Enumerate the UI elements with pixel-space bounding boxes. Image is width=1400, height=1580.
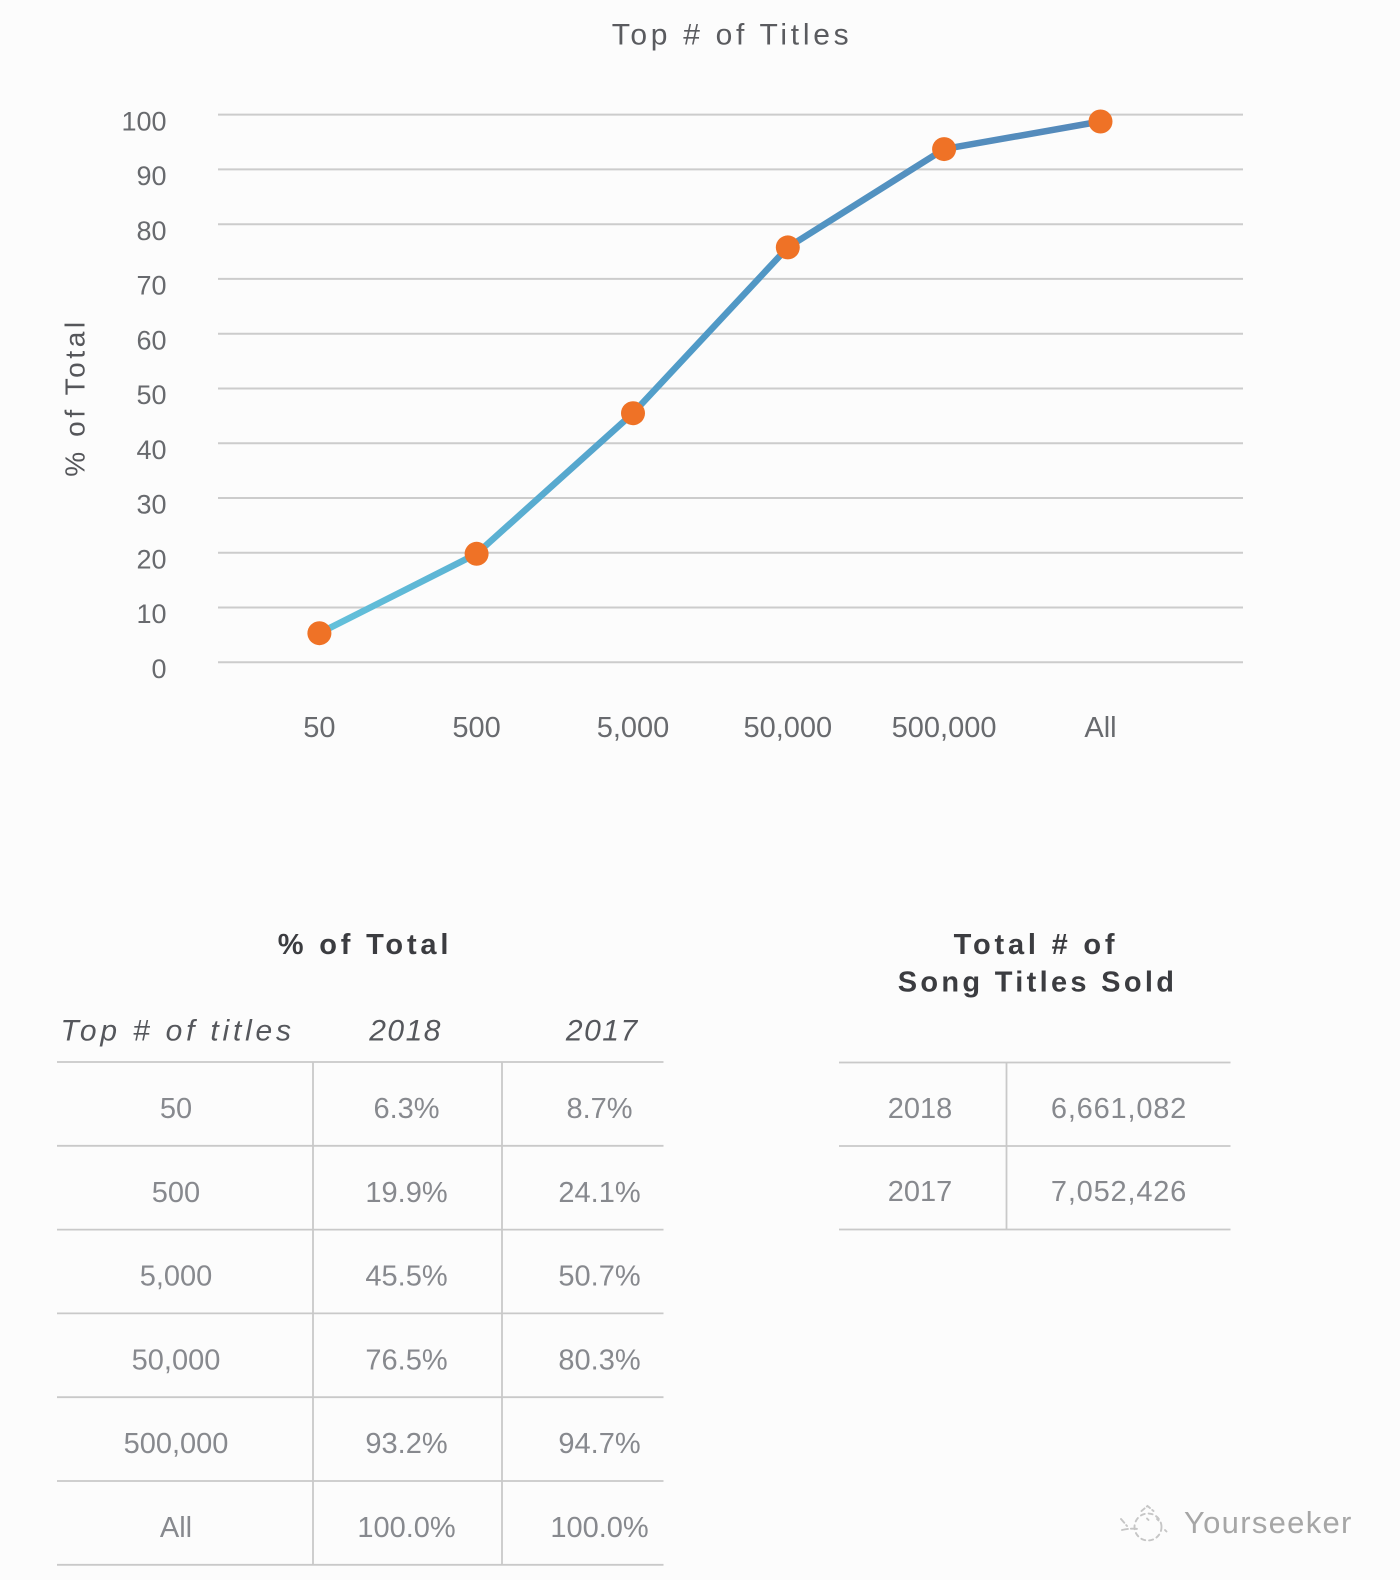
svg-text:80.3%: 80.3%: [558, 1344, 640, 1376]
svg-text:100.0%: 100.0%: [550, 1512, 648, 1544]
svg-text:19.9%: 19.9%: [365, 1177, 447, 1209]
svg-text:5,000: 5,000: [597, 712, 670, 744]
svg-text:7,052,426: 7,052,426: [1051, 1176, 1187, 1208]
svg-text:2017: 2017: [565, 1015, 639, 1048]
svg-text:6,661,082: 6,661,082: [1051, 1093, 1187, 1125]
svg-text:94.7%: 94.7%: [558, 1428, 640, 1460]
svg-text:Top # of Titles: Top # of Titles: [612, 19, 853, 52]
svg-text:50: 50: [160, 1093, 192, 1125]
svg-text:30: 30: [136, 490, 166, 520]
svg-text:500: 500: [152, 1177, 200, 1209]
svg-text:50,000: 50,000: [743, 712, 832, 744]
svg-text:50,000: 50,000: [132, 1344, 221, 1376]
svg-text:10: 10: [136, 599, 166, 629]
svg-text:100: 100: [121, 106, 166, 136]
svg-text:500,000: 500,000: [124, 1428, 229, 1460]
svg-text:80: 80: [136, 216, 166, 246]
svg-text:500: 500: [452, 712, 500, 744]
svg-text:2017: 2017: [888, 1176, 953, 1208]
svg-text:40: 40: [136, 435, 166, 465]
svg-text:24.1%: 24.1%: [558, 1177, 640, 1209]
svg-text:Song Titles Sold: Song Titles Sold: [898, 967, 1177, 999]
svg-text:All: All: [160, 1512, 192, 1544]
svg-text:8.7%: 8.7%: [566, 1093, 632, 1125]
svg-text:Total # of: Total # of: [954, 929, 1119, 961]
svg-text:5,000: 5,000: [140, 1261, 213, 1293]
svg-text:0: 0: [151, 654, 166, 684]
svg-text:2018: 2018: [888, 1093, 953, 1125]
svg-text:50: 50: [303, 712, 335, 744]
svg-text:60: 60: [136, 325, 166, 355]
svg-text:93.2%: 93.2%: [365, 1428, 447, 1460]
svg-text:50.7%: 50.7%: [558, 1261, 640, 1293]
svg-text:% of Total: % of Total: [278, 929, 452, 961]
svg-text:Yourseeker: Yourseeker: [1184, 1505, 1353, 1540]
svg-text:% of Total: % of Total: [60, 318, 91, 476]
svg-text:6.3%: 6.3%: [373, 1093, 439, 1125]
svg-text:100.0%: 100.0%: [357, 1512, 455, 1544]
svg-text:All: All: [1084, 712, 1116, 744]
svg-text:Top # of titles: Top # of titles: [61, 1015, 295, 1048]
svg-text:2018: 2018: [368, 1015, 442, 1048]
svg-text:76.5%: 76.5%: [365, 1344, 447, 1376]
svg-text:45.5%: 45.5%: [365, 1261, 447, 1293]
svg-text:70: 70: [136, 271, 166, 301]
svg-text:50: 50: [136, 380, 166, 410]
svg-text:90: 90: [136, 161, 166, 191]
svg-text:500,000: 500,000: [892, 712, 997, 744]
svg-text:20: 20: [136, 545, 166, 575]
